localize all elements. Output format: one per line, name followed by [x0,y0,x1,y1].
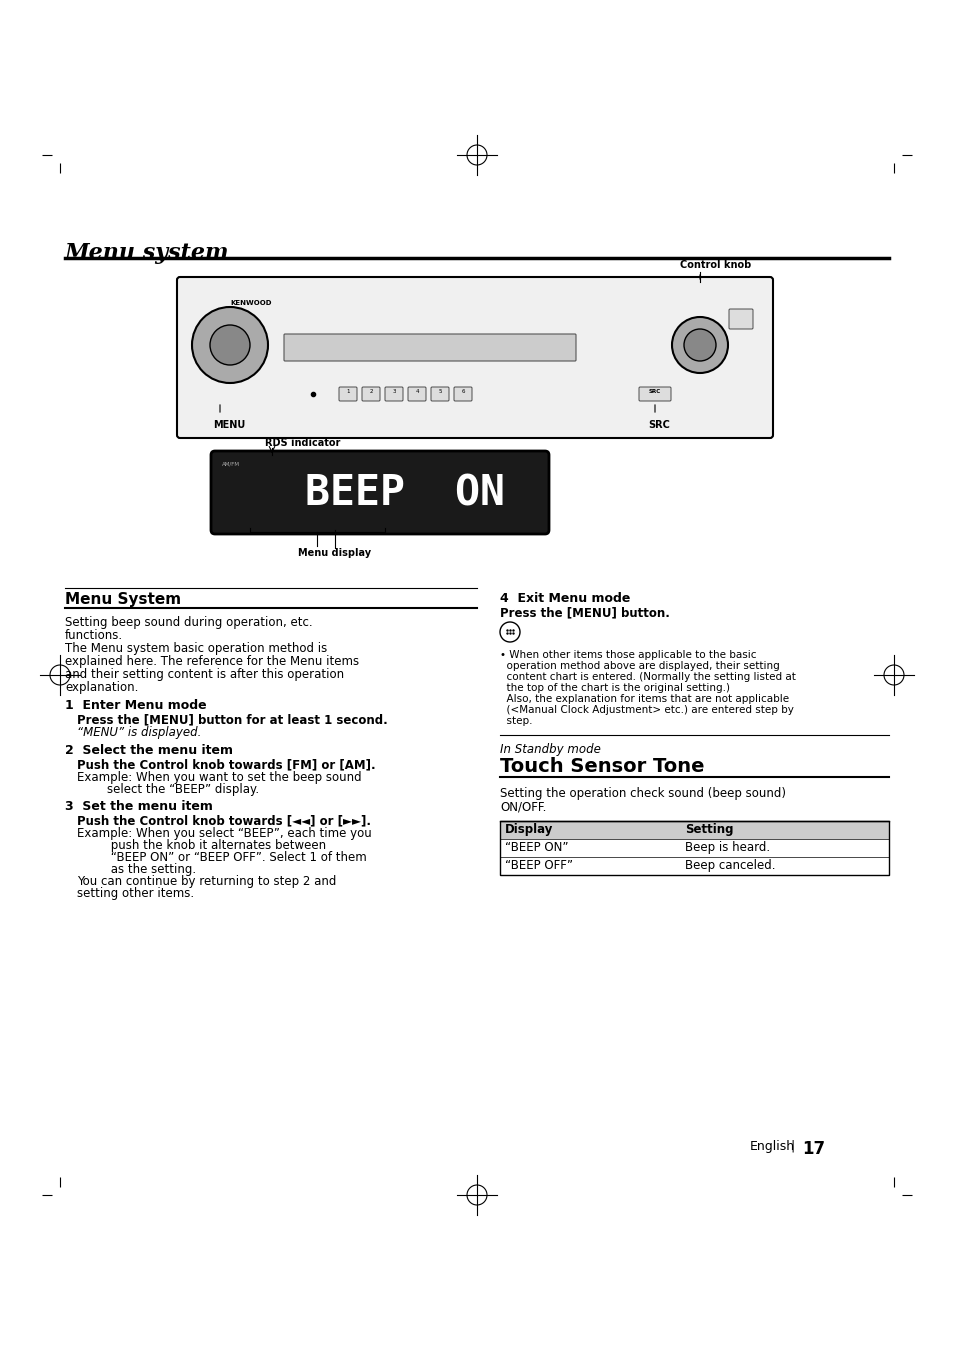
Text: RDS indicator: RDS indicator [265,437,340,448]
Text: Setting: Setting [684,824,733,836]
Text: explained here. The reference for the Menu items: explained here. The reference for the Me… [65,655,358,668]
Text: BEEP  ON: BEEP ON [305,472,504,514]
Text: content chart is entered. (Normally the setting listed at: content chart is entered. (Normally the … [499,672,795,682]
Text: Example: When you select “BEEP”, each time you: Example: When you select “BEEP”, each ti… [77,828,372,840]
Text: You can continue by returning to step 2 and: You can continue by returning to step 2 … [77,875,336,888]
Text: Push the Control knob towards [◄◄] or [►►].: Push the Control knob towards [◄◄] or [►… [77,814,371,828]
Text: Setting beep sound during operation, etc.: Setting beep sound during operation, etc… [65,616,313,629]
FancyBboxPatch shape [454,387,472,401]
Circle shape [683,329,716,360]
Circle shape [192,306,268,383]
Text: step.: step. [499,716,532,726]
FancyBboxPatch shape [361,387,379,401]
Text: 3  Set the menu item: 3 Set the menu item [65,801,213,813]
FancyBboxPatch shape [728,309,752,329]
Text: Menu system: Menu system [65,242,230,265]
FancyBboxPatch shape [385,387,402,401]
Text: Beep canceled.: Beep canceled. [684,859,775,872]
Text: 4  Exit Menu mode: 4 Exit Menu mode [499,593,630,605]
Text: KENWOOD: KENWOOD [230,300,272,306]
Circle shape [671,317,727,373]
FancyBboxPatch shape [211,451,548,535]
Text: “MENU” is displayed.: “MENU” is displayed. [77,726,201,738]
Circle shape [210,325,250,364]
Text: 3: 3 [392,389,395,394]
Text: • When other items those applicable to the basic: • When other items those applicable to t… [499,649,756,660]
Text: 1: 1 [346,389,350,394]
Text: 2: 2 [369,389,373,394]
Text: 1  Enter Menu mode: 1 Enter Menu mode [65,699,207,711]
FancyBboxPatch shape [639,387,670,401]
Text: select the “BEEP” display.: select the “BEEP” display. [77,783,259,796]
Text: the top of the chart is the original setting.): the top of the chart is the original set… [499,683,729,693]
Text: SRC: SRC [647,420,669,431]
Text: MENU: MENU [213,420,245,431]
Text: Setting the operation check sound (beep sound): Setting the operation check sound (beep … [499,787,785,801]
Text: Display: Display [504,824,553,836]
FancyBboxPatch shape [408,387,426,401]
Text: “BEEP ON”: “BEEP ON” [504,841,568,855]
Text: as the setting.: as the setting. [77,863,196,876]
Text: Beep is heard.: Beep is heard. [684,841,769,855]
Text: Example: When you want to set the beep sound: Example: When you want to set the beep s… [77,771,361,784]
Text: English: English [749,1139,794,1153]
Text: Press the [MENU] button.: Press the [MENU] button. [499,606,669,620]
Text: In Standby mode: In Standby mode [499,743,600,756]
FancyBboxPatch shape [177,277,772,437]
Text: 6: 6 [460,389,464,394]
Text: Also, the explanation for items that are not applicable: Also, the explanation for items that are… [499,694,788,703]
Text: Push the Control knob towards [FM] or [AM].: Push the Control knob towards [FM] or [A… [77,757,375,771]
Text: operation method above are displayed, their setting: operation method above are displayed, th… [499,662,779,671]
Text: Touch Sensor Tone: Touch Sensor Tone [499,757,703,776]
Text: push the knob it alternates between: push the knob it alternates between [77,838,326,852]
Bar [499,821,888,875]
Text: 4: 4 [415,389,418,394]
Text: 17: 17 [801,1139,824,1158]
Text: SRC: SRC [648,389,660,394]
Text: (<Manual Clock Adjustment> etc.) are entered step by: (<Manual Clock Adjustment> etc.) are ent… [499,705,793,716]
Text: |: | [789,1139,794,1153]
Text: explanation.: explanation. [65,680,138,694]
Text: Control knob: Control knob [679,261,750,270]
Text: Press the [MENU] button for at least 1 second.: Press the [MENU] button for at least 1 s… [77,713,387,726]
FancyBboxPatch shape [499,821,888,838]
FancyBboxPatch shape [431,387,449,401]
Text: “BEEP ON” or “BEEP OFF”. Select 1 of them: “BEEP ON” or “BEEP OFF”. Select 1 of the… [77,850,366,864]
Text: Menu System: Menu System [65,593,181,608]
Text: ON/OFF.: ON/OFF. [499,801,546,813]
FancyBboxPatch shape [338,387,356,401]
Text: 5: 5 [437,389,441,394]
FancyBboxPatch shape [284,333,576,360]
Text: AM/FM: AM/FM [222,462,240,467]
Text: and their setting content is after this operation: and their setting content is after this … [65,668,344,680]
Text: Menu display: Menu display [298,548,371,558]
Text: “BEEP OFF”: “BEEP OFF” [504,859,573,872]
Text: 2  Select the menu item: 2 Select the menu item [65,744,233,757]
Text: The Menu system basic operation method is: The Menu system basic operation method i… [65,643,327,655]
Text: setting other items.: setting other items. [77,887,193,900]
Text: functions.: functions. [65,629,123,643]
